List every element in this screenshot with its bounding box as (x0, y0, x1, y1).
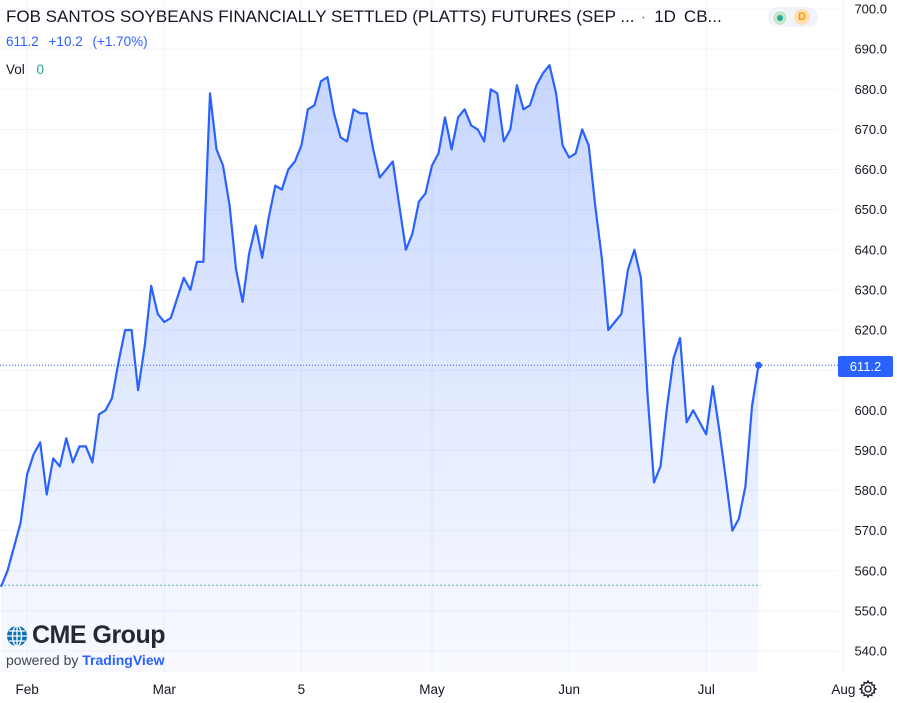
last-price: 611.2 (6, 34, 39, 49)
delay-badge: D (794, 9, 810, 25)
green-dot-icon (772, 10, 788, 26)
x-tick-label: Jul (698, 682, 715, 697)
y-tick-label: 570.0 (854, 523, 887, 538)
last-price-marker (754, 361, 762, 369)
y-tick-label: 650.0 (854, 202, 887, 217)
y-tick-label: 700.0 (854, 2, 887, 17)
x-tick-label: May (419, 682, 445, 697)
y-tick-label: 660.0 (854, 162, 887, 177)
price-change: +10.2 (48, 34, 83, 49)
y-tick-label: 640.0 (854, 242, 887, 257)
x-tick-label: Mar (153, 682, 177, 697)
last-price-tag: 611.2 (838, 356, 893, 377)
y-tick-label: 600.0 (854, 403, 887, 418)
volume-label: Vol (6, 62, 25, 77)
y-tick-label: 670.0 (854, 122, 887, 137)
symbol-title[interactable]: FOB SANTOS SOYBEANS FINANCIALLY SETTLED … (6, 7, 635, 26)
gear-icon[interactable] (858, 679, 878, 699)
y-tick-label: 620.0 (854, 323, 887, 338)
platform-name: TradingView (82, 652, 165, 668)
price-line (0, 64, 760, 588)
x-tick-label: Aug (831, 682, 855, 697)
time-axis[interactable]: Feb Mar 5 May Jun Jul Aug (15, 682, 855, 697)
volume-value: 0 (36, 62, 45, 77)
price-axis[interactable]: 700.0 690.0 680.0 670.0 660.0 650.0 640.0 630.0… (854, 2, 887, 659)
y-tick-label: 690.0 (854, 42, 887, 57)
volume-legend: Vol 0 (6, 62, 44, 77)
exchange-label[interactable]: CB... (683, 7, 722, 26)
branding[interactable]: CME Group powered by TradingView (6, 621, 166, 668)
price-area-fill (1, 65, 759, 672)
timeframe-label[interactable]: 1D (654, 7, 676, 26)
separator: · (640, 7, 647, 26)
market-status[interactable]: D (768, 7, 818, 27)
powered-by-label: powered by (6, 652, 79, 668)
logo-text: CME Group (32, 621, 166, 649)
y-tick-label: 550.0 (854, 603, 887, 618)
quote-values: 611.2 +10.2 (+1.70%) (6, 34, 154, 49)
chart-legend: FOB SANTOS SOYBEANS FINANCIALLY SETTLED … (6, 7, 730, 27)
price-change-percent: (+1.70%) (92, 34, 148, 49)
y-tick-label: 540.0 (854, 644, 887, 659)
x-tick-label: Feb (15, 682, 38, 697)
y-tick-label: 630.0 (854, 282, 887, 297)
x-tick-label: Jun (558, 682, 580, 697)
y-tick-label: 580.0 (854, 483, 887, 498)
y-tick-label: 590.0 (854, 443, 887, 458)
globe-icon (7, 624, 27, 647)
x-tick-label: 5 (298, 682, 306, 697)
y-tick-label: 680.0 (854, 82, 887, 97)
y-tick-label: 560.0 (854, 563, 887, 578)
